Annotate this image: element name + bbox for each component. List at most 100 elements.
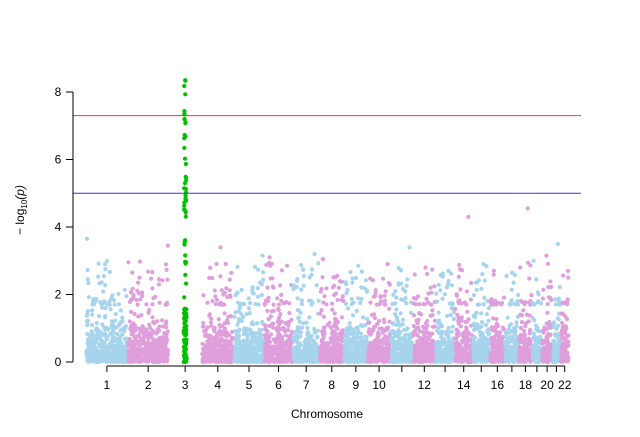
snp-point [219,331,224,336]
snp-point [235,264,240,269]
snp-point [120,319,125,324]
snp-point [348,270,353,275]
snp-point [352,330,357,335]
snp-point [259,292,264,298]
snp-point [436,321,441,326]
snp-point [404,283,409,288]
snp-point [163,358,168,363]
snp-point [129,297,134,302]
snp-point [182,207,187,212]
snp-point [350,280,355,285]
snp-point [477,358,482,363]
snp-point [97,281,102,286]
snp-point [398,336,403,342]
snp-point [469,280,474,285]
snp-point [183,340,188,345]
snp-point [263,326,268,332]
snp-point [289,317,294,322]
snp-point [262,359,267,364]
snp-point [349,296,354,302]
snp-point [363,278,369,283]
snp-point [85,277,90,282]
snp-point [459,315,464,320]
snp-point [440,274,445,279]
snp-point [107,299,112,304]
snp-point [309,272,314,277]
snp-point [314,283,319,288]
snp-point [449,329,454,334]
snp-point [484,322,489,327]
snp-point [237,305,242,310]
snp-point [426,291,431,296]
snp-point [89,329,94,334]
snp-point [433,358,439,363]
snp-point [352,335,357,340]
snp-point [515,302,521,307]
snp-point [474,310,479,315]
snp-point [183,78,188,83]
snp-point [155,319,160,324]
snp-point [265,285,270,290]
snp-point [473,358,478,363]
snp-point [238,342,243,347]
snp-point [298,334,303,339]
snp-point [407,245,412,250]
snp-point [301,283,306,288]
snp-point [430,308,435,313]
snp-point [235,322,240,327]
snp-point [320,257,326,262]
snp-point [379,346,384,351]
snp-point [404,343,410,348]
snp-point [348,341,353,346]
snp-point [103,267,108,272]
snp-point [130,358,135,363]
snp-point [251,291,256,296]
snp-point [283,333,289,338]
snp-point [116,354,121,359]
snp-point [504,356,509,361]
snp-point [85,349,90,354]
snp-point [369,353,374,358]
snp-point [103,306,108,311]
snp-point [340,294,345,299]
snp-point [358,336,363,341]
snp-point [113,318,118,323]
snp-point [93,339,99,344]
snp-point [430,267,435,272]
snp-point [91,345,96,351]
snp-point [480,320,485,325]
snp-point [137,346,142,351]
snp-point [383,289,388,294]
snp-point [115,331,120,337]
snp-point [335,354,340,359]
snp-point [436,310,441,315]
snp-point [413,354,418,359]
snp-point [146,269,151,274]
snp-point [394,307,399,312]
snp-point [265,299,271,304]
snp-point [384,327,390,332]
snp-point [424,271,430,277]
snp-point [345,330,350,335]
snp-point [394,295,399,300]
snp-point [165,277,170,282]
snp-point [165,348,170,353]
snp-point [421,339,426,344]
snp-point [309,267,315,272]
snp-point [343,280,348,285]
snp-point [255,359,260,365]
snp-point [239,355,244,360]
snp-point [263,335,268,340]
snp-point [364,288,369,293]
snp-point [381,317,387,322]
snp-point [309,333,314,338]
snp-point [222,311,227,316]
snp-point [479,324,484,329]
snp-point [375,351,380,356]
snp-point [255,321,260,326]
snp-point [318,311,323,316]
snp-point [473,280,479,285]
snp-point [116,323,122,328]
snp-point [116,302,122,307]
snp-point [236,334,241,339]
